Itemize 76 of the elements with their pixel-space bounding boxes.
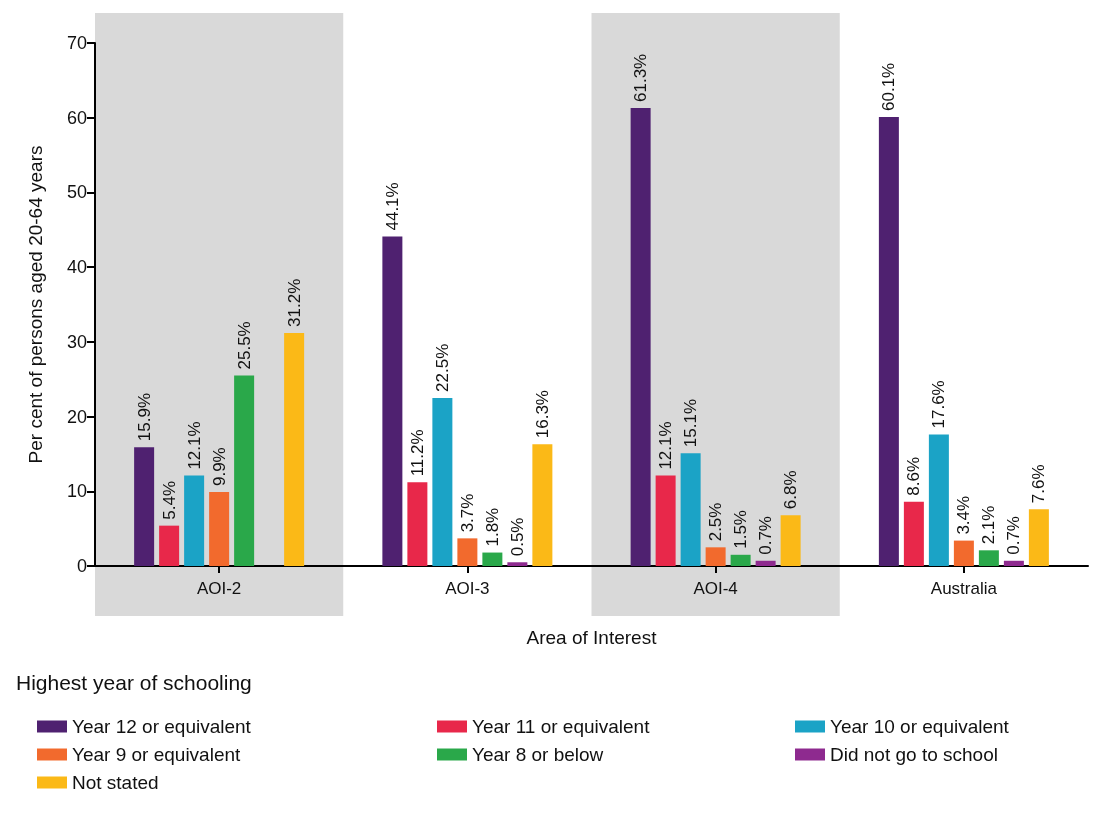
bar xyxy=(1003,560,1024,566)
legend-label: Year 9 or equivalent xyxy=(72,744,242,765)
y-tick-label: 20 xyxy=(66,406,87,427)
x-tick-label: Australia xyxy=(930,579,998,598)
bar xyxy=(209,492,230,566)
bar xyxy=(407,482,428,566)
legend-label: Year 11 or equivalent xyxy=(472,716,651,737)
data-label: 60.1% xyxy=(879,62,899,111)
data-label: 12.1% xyxy=(184,421,204,470)
y-tick-label: 70 xyxy=(66,33,87,53)
data-label: 1.5% xyxy=(731,510,751,549)
data-label: 2.1% xyxy=(979,505,999,545)
bar xyxy=(903,501,924,566)
data-label: 2.5% xyxy=(706,502,726,542)
x-tick-label: AOI-3 xyxy=(445,579,490,598)
bar xyxy=(532,444,553,566)
data-label: 16.3% xyxy=(532,390,552,439)
bar xyxy=(680,453,701,566)
bar xyxy=(234,375,255,566)
data-label: 0.7% xyxy=(756,516,776,555)
bar xyxy=(705,547,726,566)
legend-title: Highest year of schooling xyxy=(16,671,252,694)
data-label: 9.9% xyxy=(209,447,229,487)
y-axis-title: Per cent of persons aged 20-64 years xyxy=(25,145,46,464)
data-label: 25.5% xyxy=(234,321,254,370)
bar xyxy=(159,525,180,566)
data-label: 7.6% xyxy=(1029,464,1049,504)
data-label: 11.2% xyxy=(407,429,427,477)
data-label: 1.8% xyxy=(482,507,502,547)
y-tick-label: 60 xyxy=(66,107,87,128)
bar xyxy=(953,540,974,566)
bar xyxy=(878,116,899,566)
data-label: 6.8% xyxy=(781,470,801,510)
bar xyxy=(978,550,999,566)
data-label: 12.1% xyxy=(656,421,676,470)
legend-label: Year 8 or below xyxy=(472,744,604,765)
bar xyxy=(1028,509,1049,566)
bar xyxy=(730,554,751,566)
bar xyxy=(134,447,155,566)
data-label: 61.3% xyxy=(631,53,651,102)
bar xyxy=(432,397,453,566)
bar xyxy=(630,108,651,566)
bar xyxy=(655,475,676,566)
y-tick-label: 40 xyxy=(66,257,87,278)
data-label: 22.5% xyxy=(432,343,452,392)
data-label: 15.9% xyxy=(134,393,154,442)
bar xyxy=(780,515,801,566)
legend-label: Year 12 or equivalent xyxy=(72,716,252,737)
data-label: 31.2% xyxy=(284,278,304,327)
data-label: 0.5% xyxy=(507,517,527,557)
bar xyxy=(284,332,305,566)
data-label: 5.4% xyxy=(159,480,179,520)
bar xyxy=(928,434,949,566)
data-label: 17.6% xyxy=(929,380,949,429)
bar xyxy=(507,562,528,566)
legend-label: Year 10 or equivalent xyxy=(830,716,1010,737)
y-tick-label: 10 xyxy=(66,481,87,502)
y-tick-label: 0 xyxy=(76,556,87,576)
data-label: 3.7% xyxy=(457,493,477,533)
bar xyxy=(482,552,503,566)
data-label: 0.7% xyxy=(1004,516,1024,555)
bar xyxy=(184,475,205,566)
data-label: 3.4% xyxy=(954,495,974,535)
data-label: 15.1% xyxy=(681,398,701,448)
legend-label: Did not go to school xyxy=(830,744,998,765)
data-label: 8.6% xyxy=(904,457,924,496)
y-tick-label: 50 xyxy=(66,182,87,203)
x-axis-title: Area of Interest xyxy=(526,627,658,648)
y-tick-label: 30 xyxy=(66,331,87,352)
x-tick-label: AOI-2 xyxy=(196,579,242,598)
bar xyxy=(382,236,403,566)
x-tick-label: AOI-4 xyxy=(693,579,738,598)
data-label: 44.1% xyxy=(382,182,402,231)
legend-label: Not stated xyxy=(72,772,159,793)
bar xyxy=(457,538,478,566)
bar xyxy=(755,560,776,566)
